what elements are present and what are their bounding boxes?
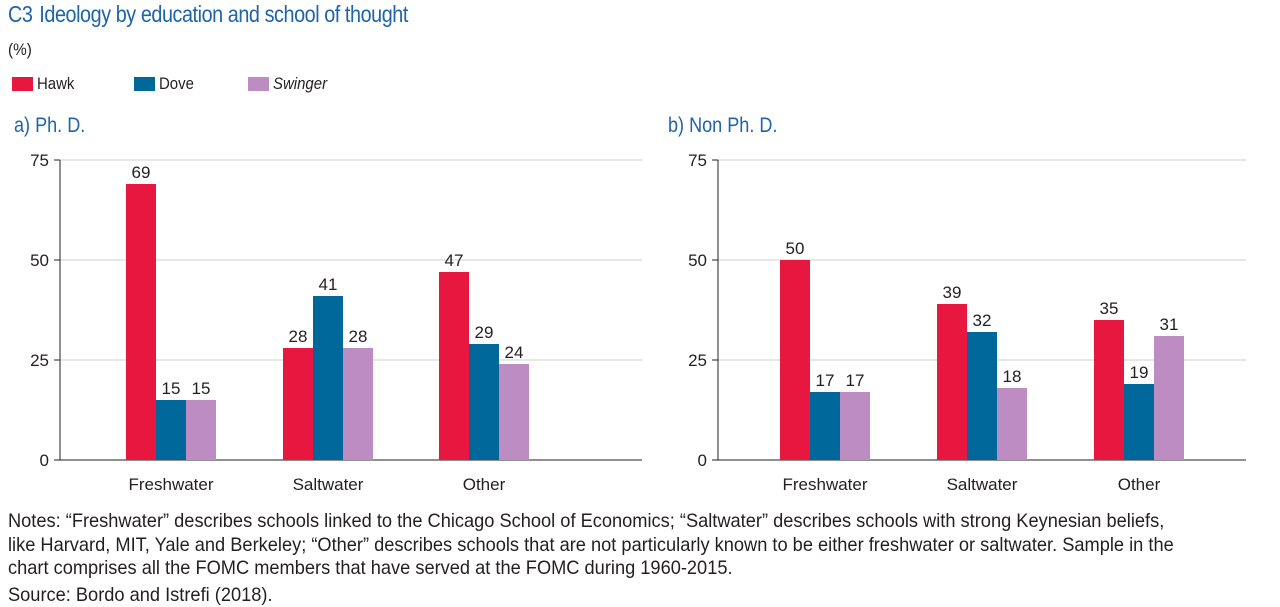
panel-a-bar-saltwater-dove [313, 296, 343, 460]
panel-a-category-label-freshwater: Freshwater [128, 475, 213, 494]
source-text: Source: Bordo and Istrefi (2018). [8, 584, 273, 606]
panel-b-ytick-label-25: 25 [688, 351, 707, 370]
panel-b-bar-freshwater-dove [810, 392, 840, 460]
panel-a-data-label-saltwater-hawk: 28 [289, 327, 308, 346]
chart-title: C3 Ideology by education and school of th… [8, 1, 408, 28]
legend-swatch-swinger [248, 77, 269, 91]
panel-b-bar-other-dove [1124, 384, 1154, 460]
panel-b-data-label-freshwater-hawk: 50 [786, 239, 805, 258]
panel-a-bar-saltwater-hawk [283, 348, 313, 460]
panel-a-chart: 0 25 50 75 69 15 15 Freshwater 28 41 28 Saltwater 47… [30, 151, 642, 494]
panel-b-ytick-label-50: 50 [688, 251, 707, 270]
panel-a-bar-freshwater-swinger [186, 400, 216, 460]
panel-a-bar-other-dove [469, 344, 499, 460]
panel-b-ytick-label-75: 75 [688, 151, 707, 170]
panel-b-bar-saltwater-dove [967, 332, 997, 460]
panel-a-data-label-other-hawk: 47 [445, 251, 464, 270]
legend-label-dove: Dove [159, 74, 194, 93]
legend-item-hawk: Hawk [12, 74, 80, 94]
legend-label-hawk: Hawk [37, 74, 75, 93]
panel-b-data-label-other-hawk: 35 [1100, 299, 1119, 318]
panel-b-bar-other-hawk [1094, 320, 1124, 460]
chart-number: C3 [8, 1, 33, 27]
panel-b-category-label-saltwater: Saltwater [947, 475, 1018, 494]
chart-title-text: Ideology by education and school of thou… [39, 1, 408, 27]
panel-a-ytick-label-0: 0 [40, 451, 49, 470]
panel-a-category-label-other: Other [463, 475, 506, 494]
panel-a-data-label-other-swinger: 24 [505, 343, 524, 362]
panel-a-data-label-saltwater-swinger: 28 [349, 327, 368, 346]
panel-b-bar-other-swinger [1154, 336, 1184, 460]
panel-a-category-label-saltwater: Saltwater [293, 475, 364, 494]
panel-a-bar-freshwater-hawk [126, 184, 156, 460]
panel-b-data-label-saltwater-swinger: 18 [1003, 367, 1022, 386]
panel-b-ytick-label-0: 0 [698, 451, 707, 470]
legend-swatch-hawk [12, 77, 33, 91]
panel-a-data-label-freshwater-swinger: 15 [192, 379, 211, 398]
panel-b-data-label-saltwater-dove: 32 [973, 311, 992, 330]
panel-b-data-label-saltwater-hawk: 39 [943, 283, 962, 302]
panel-a-ytick-label-50: 50 [30, 251, 49, 270]
legend-swatch-dove [134, 77, 155, 91]
panel-b-category-label-other: Other [1118, 475, 1161, 494]
unit-label: (%) [8, 40, 32, 59]
panel-a-bar-other-swinger [499, 364, 529, 460]
legend-item-dove: Dove [134, 74, 199, 94]
panel-b-bar-freshwater-swinger [840, 392, 870, 460]
panel-b-data-label-freshwater-swinger: 17 [846, 371, 865, 390]
panel-b-title: b) Non Ph. D. [668, 114, 778, 137]
panel-b-data-label-other-swinger: 31 [1160, 315, 1179, 334]
panel-a-ytick-label-25: 25 [30, 351, 49, 370]
legend-label-swinger: Swinger [273, 74, 328, 93]
panel-b-bar-freshwater-hawk [780, 260, 810, 460]
panel-a-ytick-label-75: 75 [30, 151, 49, 170]
panel-b-chart: 0 25 50 75 50 17 17 Freshwater 39 32 18 Saltwater 35… [688, 151, 1246, 494]
panel-a-bar-other-hawk [439, 272, 469, 460]
panel-b-bar-saltwater-hawk [937, 304, 967, 460]
panel-a-bar-saltwater-swinger [343, 348, 373, 460]
panel-a-data-label-saltwater-dove: 41 [319, 275, 338, 294]
panel-a-data-label-freshwater-dove: 15 [162, 379, 181, 398]
panel-b-category-label-freshwater: Freshwater [782, 475, 867, 494]
legend-item-swinger: Swinger [248, 74, 334, 94]
panel-b-bar-saltwater-swinger [997, 388, 1027, 460]
panel-b-data-label-other-dove: 19 [1130, 363, 1149, 382]
panel-a-bar-freshwater-dove [156, 400, 186, 460]
notes-text: Notes: “Freshwater” describes schools li… [8, 510, 1174, 579]
panel-a-title: a) Ph. D. [14, 114, 86, 137]
panel-a-data-label-other-dove: 29 [475, 323, 494, 342]
panel-b-data-label-freshwater-dove: 17 [816, 371, 835, 390]
panel-a-data-label-freshwater-hawk: 69 [132, 163, 151, 182]
